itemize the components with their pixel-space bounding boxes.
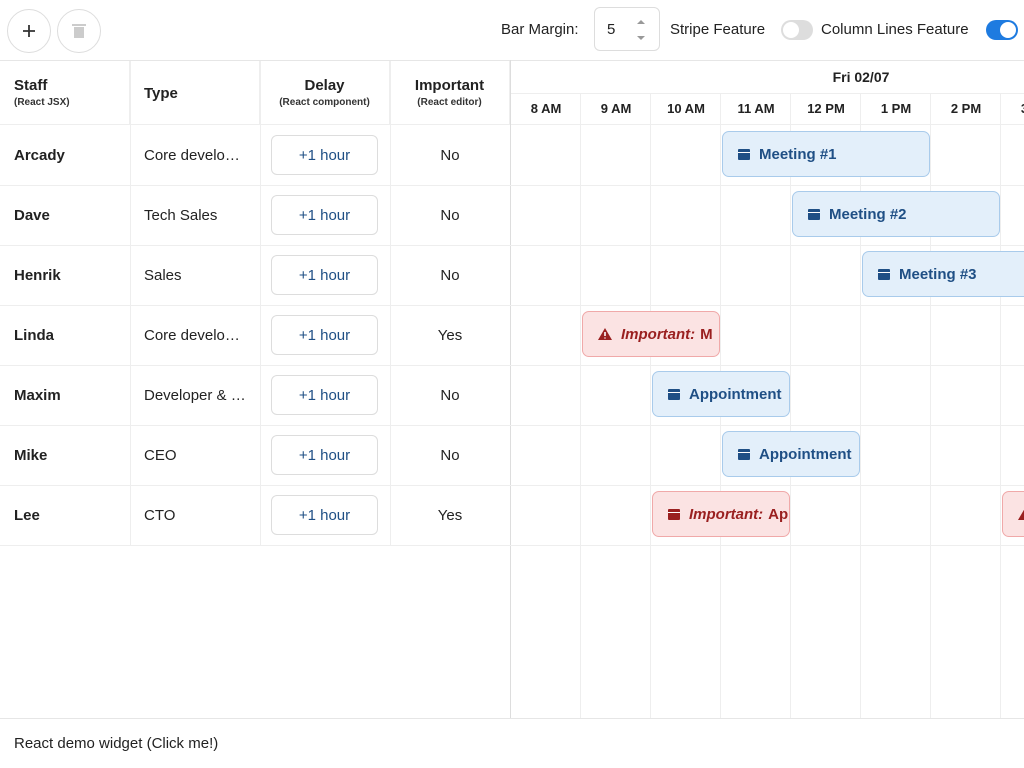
- staff-type: Tech Sales: [144, 206, 218, 224]
- staff-type: Developer & …: [144, 386, 246, 404]
- column-header: Type: [130, 61, 260, 125]
- hour-label: 12 PM: [807, 101, 845, 116]
- timeline: Fri 02/07 8 AM 9 AM 10 AM 11 AM 12 PM 1 PM 2 PM…: [511, 61, 1024, 718]
- bar-margin-label: Bar Margin:: [501, 21, 579, 38]
- hour-label: 9 AM: [600, 101, 632, 116]
- staff-name: Maxim: [14, 386, 61, 404]
- delay-button[interactable]: +1 hour: [271, 435, 378, 475]
- event-bar[interactable]: Important: M: [582, 311, 720, 357]
- column-header: Important (React editor): [390, 61, 510, 125]
- staff-name: Henrik: [14, 266, 61, 284]
- staff-name: Mike: [14, 446, 48, 464]
- row-line: [0, 485, 1024, 486]
- event-text: M: [700, 325, 713, 343]
- staff-name: Linda: [14, 326, 54, 344]
- delay-button[interactable]: +1 hour: [271, 495, 378, 535]
- delay-button[interactable]: +1 hour: [271, 255, 378, 295]
- event-bar[interactable]: Appointment: [722, 431, 860, 477]
- hour-label: 11 AM: [737, 101, 775, 116]
- splitter: [510, 60, 511, 718]
- event-bar[interactable]: [1002, 491, 1024, 537]
- delay-button[interactable]: +1 hour: [271, 315, 378, 355]
- staff-type: Core develo…: [144, 146, 240, 164]
- event-text: Meeting #3: [899, 265, 977, 283]
- header-subtitle: (React component): [279, 97, 370, 108]
- event-text: Ap: [768, 505, 789, 523]
- event-label: Important:: [689, 505, 764, 523]
- header-line: [511, 93, 1024, 94]
- important-cell: Yes: [437, 506, 463, 524]
- staff-type: Sales: [144, 266, 182, 284]
- staff-type: CTO: [144, 506, 176, 524]
- column-header: Staff (React JSX): [0, 61, 130, 125]
- header-title: Staff: [14, 77, 48, 94]
- event-label: Important:: [621, 325, 696, 343]
- row-line: [0, 245, 1024, 246]
- hour-label: 2 PM: [950, 101, 982, 116]
- column-line: [130, 61, 131, 545]
- header-subtitle: (React editor): [417, 97, 482, 108]
- row-line: [0, 365, 1024, 366]
- event-text: Appointment: [689, 385, 782, 403]
- column-line: [390, 61, 391, 545]
- stripe-label: Stripe Feature: [670, 21, 766, 38]
- timeline-date: Fri 02/07: [832, 69, 890, 85]
- hour-line: [650, 93, 651, 718]
- hour-line: [930, 93, 931, 718]
- row-line: [0, 185, 1024, 186]
- event-bar[interactable]: Important: Ap: [652, 491, 790, 537]
- hour-line: [790, 93, 791, 718]
- footer-text[interactable]: React demo widget (Click me!): [14, 735, 219, 752]
- hour-line: [860, 93, 861, 718]
- bar-margin-value: 5: [607, 21, 616, 38]
- delete-button[interactable]: [57, 9, 101, 53]
- event-bar[interactable]: Meeting #1: [722, 131, 930, 177]
- footer-border: [0, 718, 1024, 719]
- hour-label: 1 PM: [880, 101, 912, 116]
- header-title: Delay: [304, 77, 345, 94]
- column-header: Delay (React component): [260, 61, 390, 125]
- spinner[interactable]: [635, 16, 647, 44]
- column-lines-label: Column Lines Feature: [821, 21, 969, 38]
- bar-margin-input[interactable]: 5: [594, 7, 660, 51]
- hour-label: 8 AM: [530, 101, 562, 116]
- important-cell: Yes: [437, 326, 463, 344]
- important-cell: No: [440, 446, 460, 464]
- important-cell: No: [440, 146, 460, 164]
- column-line: [260, 61, 261, 545]
- event-bar[interactable]: Meeting #2: [792, 191, 1000, 237]
- header-bottom: [511, 124, 1024, 125]
- hour-line: [1000, 93, 1001, 718]
- column-lines-toggle[interactable]: [985, 19, 1019, 41]
- important-cell: No: [440, 266, 460, 284]
- header-title: Type: [144, 85, 178, 102]
- hour-label: 3 PM: [1001, 101, 1024, 116]
- row-line: [0, 305, 1024, 306]
- staff-type: CEO: [144, 446, 177, 464]
- important-cell: No: [440, 386, 460, 404]
- delay-button[interactable]: +1 hour: [271, 135, 378, 175]
- hour-line: [580, 93, 581, 718]
- delay-button[interactable]: +1 hour: [271, 195, 378, 235]
- event-bar[interactable]: Meeting #3: [862, 251, 1024, 297]
- header-title: Important: [414, 77, 485, 94]
- delay-button[interactable]: +1 hour: [271, 375, 378, 415]
- staff-type: Core develo…: [144, 326, 240, 344]
- staff-name: Lee: [14, 506, 40, 524]
- header-subtitle: (React JSX): [14, 97, 70, 108]
- row-line: [0, 545, 1024, 546]
- event-text: Appointment: [759, 445, 852, 463]
- event-text: Meeting #2: [829, 205, 907, 223]
- important-cell: No: [440, 206, 460, 224]
- stripe-toggle[interactable]: [780, 19, 814, 41]
- staff-name: Arcady: [14, 146, 65, 164]
- row-line: [0, 425, 1024, 426]
- hour-label: 10 AM: [667, 101, 705, 116]
- toolbar-border: [0, 60, 1024, 61]
- event-bar[interactable]: Appointment: [652, 371, 790, 417]
- event-text: Meeting #1: [759, 145, 837, 163]
- staff-name: Dave: [14, 206, 50, 224]
- add-button[interactable]: [7, 9, 51, 53]
